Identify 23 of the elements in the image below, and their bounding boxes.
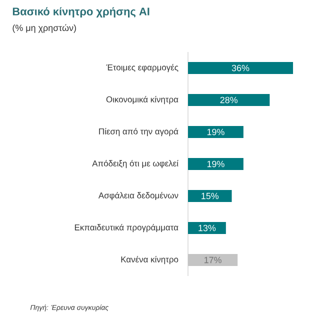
bar	[188, 158, 244, 170]
data-label: 36%	[232, 64, 250, 72]
y-tick-label: Πίεση από την αγορά	[99, 128, 178, 136]
bar	[188, 254, 238, 266]
bar	[188, 190, 232, 202]
data-label: 13%	[198, 224, 216, 232]
data-label: 17%	[204, 256, 222, 264]
y-tick-label: Οικονομικά κίνητρα	[106, 96, 178, 104]
y-tick-label: Ασφάλεια δεδομένων	[98, 192, 178, 200]
data-label: 28%	[220, 96, 238, 104]
y-tick-label: Κανένα κίνητρο	[121, 256, 178, 264]
y-tick-label: Απόδειξη ότι με ωφελεί	[92, 160, 178, 168]
data-label: 15%	[202, 192, 219, 200]
data-label: 19%	[207, 128, 224, 136]
bar	[188, 62, 294, 74]
y-tick-label: Έτοιμες εφαρμογές	[106, 64, 178, 72]
bar	[188, 222, 226, 234]
bar	[188, 126, 244, 138]
data-label: 19%	[207, 160, 224, 168]
text: Βασικό κίνητρο χρήσης AI	[12, 7, 150, 18]
bar	[188, 94, 270, 106]
text: (% μη χρηστών)	[12, 24, 76, 33]
y-tick-label: Εκπαιδευτικά προγράμματα	[74, 224, 178, 232]
